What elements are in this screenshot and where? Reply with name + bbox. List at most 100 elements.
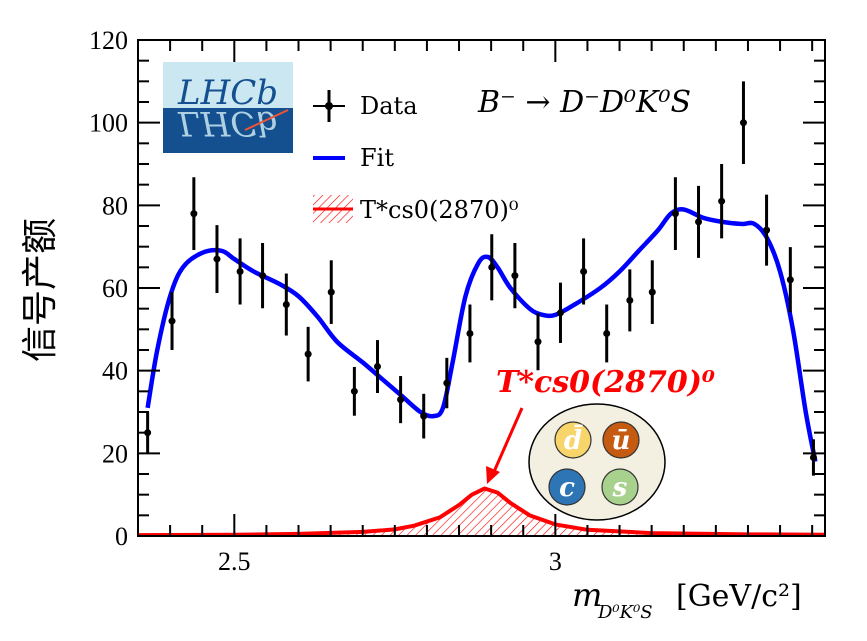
data-marker [282, 301, 290, 309]
data-marker [443, 379, 451, 387]
data-point [282, 273, 290, 336]
data-marker [373, 363, 381, 371]
data-point [695, 185, 703, 258]
data-point [488, 234, 496, 301]
data-marker [626, 296, 634, 304]
data-marker [511, 272, 519, 280]
signal-curve [138, 486, 825, 536]
legend-item-fit: Fit [313, 144, 394, 172]
data-marker [236, 267, 244, 275]
data-point [580, 238, 588, 305]
data-point [236, 238, 244, 305]
quark-2: c [548, 468, 586, 506]
svg-text:LHCb: LHCb [177, 73, 278, 113]
annotation-arrow [486, 407, 524, 484]
data-point [373, 340, 381, 393]
data-point [648, 260, 656, 324]
data-marker [168, 317, 176, 325]
data-marker [350, 387, 358, 395]
data-marker [603, 329, 611, 337]
y-tick-label: 40 [102, 357, 128, 386]
data-marker [809, 453, 817, 461]
y-tick-label: 120 [89, 26, 128, 55]
signal-annotation: T*cs0(2870)⁰ [496, 365, 715, 400]
legend: Data Fit T*cs0(2870)⁰ [313, 90, 518, 224]
data-marker [556, 309, 564, 317]
data-marker [695, 218, 703, 226]
data-marker [488, 263, 496, 271]
decay-label: B⁻ → D⁻D⁰K⁰S [477, 85, 691, 120]
y-tick-label: 60 [102, 274, 128, 303]
data-point [809, 439, 817, 476]
data-point [763, 194, 771, 266]
data-point [534, 313, 542, 371]
y-tick-label: 100 [89, 109, 128, 138]
quark-1: ū [602, 421, 640, 459]
x-tick-label: 3 [549, 547, 562, 576]
data-marker [671, 210, 679, 218]
data-marker [763, 226, 771, 234]
data-point [213, 225, 221, 293]
data-marker [466, 329, 474, 337]
fit-curve [145, 207, 818, 463]
quark-circle [602, 421, 640, 459]
y-axis-label: 信号产额 [20, 218, 61, 362]
legend-item-data: Data [313, 90, 418, 122]
quark-circle [548, 468, 586, 506]
x-axis-label: m D⁰K⁰S [GeV/c²] [572, 576, 802, 623]
y-tick-label: 20 [102, 439, 128, 468]
x-axis-label-sub: D⁰K⁰S [597, 602, 653, 623]
quark-circle [554, 421, 592, 459]
legend-item-signal: T*cs0(2870)⁰ [313, 195, 518, 224]
quark-label: ū [612, 426, 631, 456]
legend-label: T*cs0(2870)⁰ [360, 196, 518, 224]
data-marker [648, 288, 656, 296]
x-axis-label-main: m [572, 576, 602, 614]
data-marker [304, 350, 312, 358]
quark-3: s [601, 468, 639, 506]
data-marker [718, 197, 726, 205]
data-marker [739, 119, 747, 127]
data-point [168, 292, 176, 350]
data-marker [190, 210, 198, 218]
data-point [603, 304, 611, 363]
data-point [556, 282, 564, 343]
data-point [786, 247, 794, 313]
quark-diagram: d̄ ū c s [528, 403, 666, 521]
lhcb-logo: LHCb LHCb [163, 62, 293, 153]
data-marker [397, 396, 405, 404]
data-marker [580, 267, 588, 275]
data-point [397, 376, 405, 424]
data-point [420, 393, 428, 439]
data-point [671, 177, 679, 250]
data-marker [786, 276, 794, 284]
data-point [443, 357, 451, 409]
data-marker [259, 272, 267, 280]
quark-label: s [612, 473, 628, 503]
data-marker [534, 338, 542, 346]
data-point [511, 242, 519, 309]
data-point [304, 326, 312, 382]
signal-area [138, 488, 825, 536]
x-axis-label-units: [GeV/c²] [676, 579, 802, 614]
svg-text:LHCb: LHCb [177, 103, 278, 143]
data-point [327, 260, 335, 324]
legend-label: Data [360, 92, 418, 120]
data-marker [420, 412, 428, 420]
data-point [626, 269, 634, 332]
quark-circle [601, 468, 639, 506]
quark-0: d̄ [554, 421, 592, 459]
data-point [718, 164, 726, 239]
data-point [466, 304, 474, 363]
x-tick-label: 2.5 [218, 547, 251, 576]
quark-label: d̄ [564, 424, 583, 456]
data-point [190, 177, 198, 250]
data-point [259, 242, 267, 309]
legend-label: Fit [360, 144, 394, 172]
y-tick-label: 0 [115, 522, 128, 551]
data-marker [213, 255, 221, 263]
quark-label: c [559, 473, 575, 503]
data-point [350, 366, 358, 416]
data-point [739, 81, 747, 164]
